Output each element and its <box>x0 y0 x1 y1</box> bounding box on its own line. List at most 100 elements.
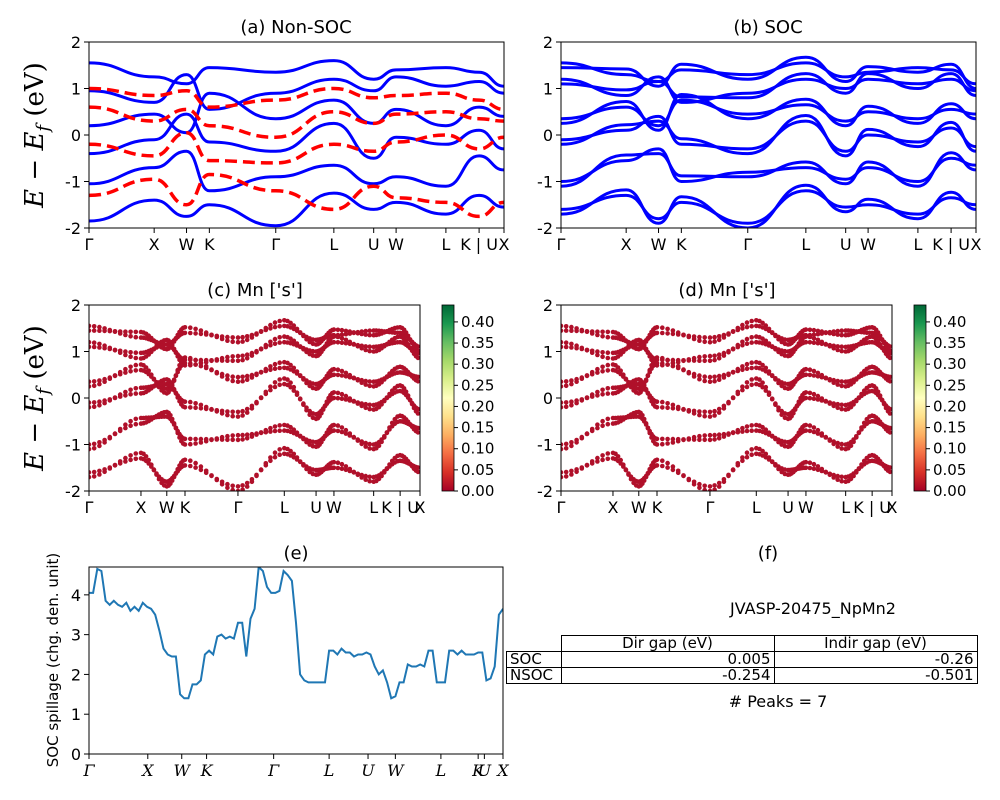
band-point <box>272 366 278 372</box>
band-point <box>835 440 840 446</box>
band-point <box>102 469 107 475</box>
band-point <box>97 443 102 449</box>
band-point <box>645 373 651 378</box>
band-point <box>272 324 278 330</box>
band-point <box>654 405 660 410</box>
band-point <box>600 334 605 339</box>
band-point <box>854 470 859 475</box>
band-point <box>686 409 692 414</box>
band-point <box>291 365 297 371</box>
band-point <box>605 329 611 335</box>
band-point <box>561 405 564 410</box>
band-point <box>600 457 605 463</box>
y-tick-label: 2 <box>543 33 553 52</box>
band-point <box>254 400 259 406</box>
band-point <box>304 349 309 355</box>
gap-table-header-row: Dir gap (eV) Indir gap (eV) <box>507 635 978 652</box>
band-point <box>235 353 241 359</box>
band-point <box>712 378 717 384</box>
band-point <box>188 399 193 405</box>
band-point <box>595 422 600 428</box>
band-point <box>320 407 326 412</box>
band-point <box>171 474 177 480</box>
band-point <box>600 354 605 360</box>
band-point <box>574 328 579 334</box>
x-tick-label: K <box>180 498 191 517</box>
band-point <box>339 396 345 402</box>
band-point <box>760 424 765 430</box>
band-point <box>277 382 283 388</box>
band-point <box>154 472 159 477</box>
band-point <box>815 340 821 346</box>
band-point <box>702 354 707 359</box>
colorbar-tick-label: 0.10 <box>461 440 494 458</box>
panel-a-ylabel: E − Ef (eV) <box>20 62 54 209</box>
colorbar-tick-label: 0.35 <box>933 334 966 352</box>
band-point <box>272 380 278 385</box>
band-point <box>382 435 387 440</box>
colorbar-tick-label: 0.05 <box>461 461 494 479</box>
band-point <box>665 465 670 470</box>
band-point <box>193 401 198 406</box>
band-point <box>744 320 750 325</box>
band-point <box>297 330 303 335</box>
band-point <box>359 380 365 386</box>
x-tick-label: X <box>149 235 160 254</box>
band-point <box>335 327 341 333</box>
y-tick-label: 1 <box>71 80 81 99</box>
band-point <box>363 473 369 479</box>
x-tick-label: X <box>621 235 632 254</box>
y-tick-label: -2 <box>65 219 81 238</box>
band-point <box>649 363 654 368</box>
band-point <box>887 469 892 475</box>
band-point <box>839 379 844 384</box>
band-point <box>675 330 681 335</box>
band-point <box>763 338 769 344</box>
band-point <box>331 390 337 395</box>
band-point <box>766 390 772 396</box>
band-point <box>102 328 107 334</box>
band-point <box>288 384 293 390</box>
band-point <box>335 395 341 401</box>
band-point <box>214 477 220 483</box>
band-point <box>740 326 745 331</box>
band-point <box>716 406 722 412</box>
band-point <box>835 328 840 334</box>
band-point <box>363 332 369 337</box>
band-point <box>707 409 713 415</box>
band-point <box>615 454 621 459</box>
band-point <box>740 429 745 434</box>
band-point <box>681 406 686 412</box>
band-point <box>618 457 623 463</box>
x-tick-label: K <box>204 235 215 254</box>
band-point <box>89 442 92 447</box>
band-point <box>807 327 813 333</box>
band-point <box>697 358 702 364</box>
band-point <box>379 473 384 479</box>
x-tick-label: X <box>415 498 426 517</box>
band-point <box>128 354 133 360</box>
band-point <box>605 334 611 340</box>
band-point <box>188 330 193 336</box>
band-point <box>760 384 765 390</box>
band-point <box>654 330 660 336</box>
x-tick-label: Γ <box>85 235 94 254</box>
band-point <box>839 478 844 484</box>
band-point <box>347 329 353 334</box>
band-point <box>681 332 686 338</box>
band-point <box>803 339 809 345</box>
band-point <box>831 403 836 409</box>
band-point <box>331 395 337 401</box>
band-point <box>219 374 225 379</box>
band-point <box>716 410 722 415</box>
band-point <box>363 477 369 483</box>
band-point <box>258 369 264 375</box>
band-point <box>744 454 750 460</box>
band-point <box>807 340 813 345</box>
band-point <box>887 355 892 361</box>
gap-table-col-indir: Indir gap (eV) <box>773 635 978 652</box>
band-point <box>128 423 133 429</box>
x-tick-label: W <box>860 235 876 254</box>
band-point <box>815 397 821 402</box>
band-point <box>225 481 230 487</box>
